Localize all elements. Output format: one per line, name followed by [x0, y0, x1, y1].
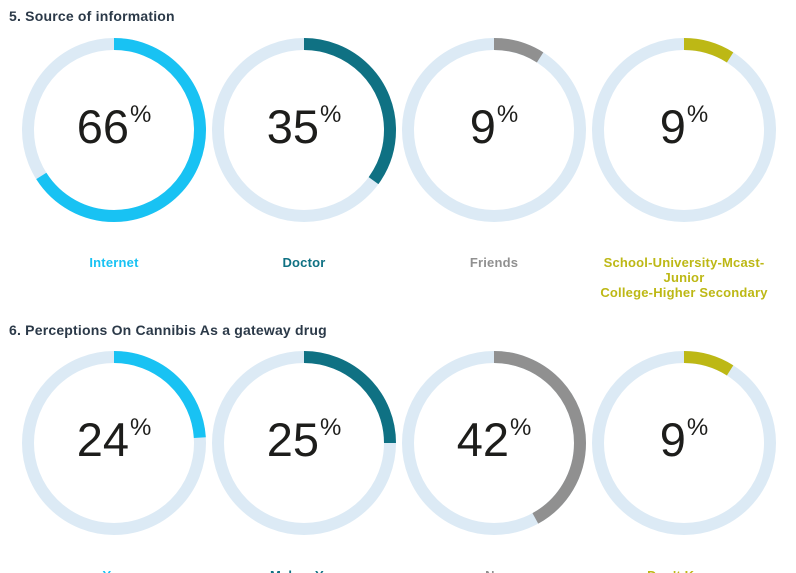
donut-ring-icon [212, 38, 396, 222]
donut-ring-icon [402, 351, 586, 535]
chart-label-yes: Yes [102, 568, 125, 573]
donut-track [592, 38, 776, 222]
donut-track [402, 38, 586, 222]
donut-chart-no: 42% No [399, 350, 589, 573]
donut-arc [22, 351, 206, 535]
donut-arc [402, 351, 586, 535]
chart-label-maybe-yes: Mabye Yes [270, 568, 338, 573]
donut-ring-icon [22, 351, 206, 535]
chart-label-friends: Friends [469, 255, 519, 270]
donut-arc [402, 38, 586, 222]
donut-arc [22, 38, 206, 222]
donut-chart-maybe-yes: 25% Mabye Yes [209, 350, 399, 573]
charts-row-perceptions-gateway-drug: 24% Yes 25% Mabye Yes [19, 350, 796, 573]
chart-label-no: No [485, 568, 503, 573]
donut-school: 9% [591, 37, 777, 223]
donut-arc [212, 351, 396, 535]
donut-chart-friends: 9% Friends [399, 37, 589, 300]
donut-arc [592, 38, 776, 222]
section-title-perceptions-gateway-drug: 6. Perceptions On Cannibis As a gateway … [9, 322, 327, 338]
donut-chart-dont-know: 9% Don't Know [589, 350, 779, 573]
donut-ring-icon [212, 351, 396, 535]
donut-chart-school: 9% School-University-Mcast-Junior Colleg… [589, 37, 779, 300]
donut-track [592, 351, 776, 535]
donut-friends: 9% [401, 37, 587, 223]
chart-label-school: School-University-Mcast-Junior College-H… [600, 255, 768, 300]
donut-arc [212, 38, 396, 222]
section-title-source-of-information: 5. Source of information [9, 8, 175, 24]
charts-row-source-of-information: 66% Internet 35% Doctor [19, 37, 796, 300]
donut-ring-icon [592, 351, 776, 535]
donut-dont-know: 9% [591, 350, 777, 536]
donut-ring-icon [402, 38, 586, 222]
donut-doctor: 35% [211, 37, 397, 223]
donut-internet: 66% [21, 37, 207, 223]
donut-ring-icon [592, 38, 776, 222]
donut-maybe-yes: 25% [211, 350, 397, 536]
chart-label-internet: Internet [89, 255, 139, 270]
donut-yes: 24% [21, 350, 207, 536]
donut-chart-doctor: 35% Doctor [209, 37, 399, 300]
donut-chart-internet: 66% Internet [19, 37, 209, 300]
chart-label-doctor: Doctor [282, 255, 326, 270]
chart-label-dont-know: Don't Know [647, 568, 721, 573]
donut-ring-icon [22, 38, 206, 222]
donut-chart-yes: 24% Yes [19, 350, 209, 573]
donut-no: 42% [401, 350, 587, 536]
donut-arc [592, 351, 776, 535]
